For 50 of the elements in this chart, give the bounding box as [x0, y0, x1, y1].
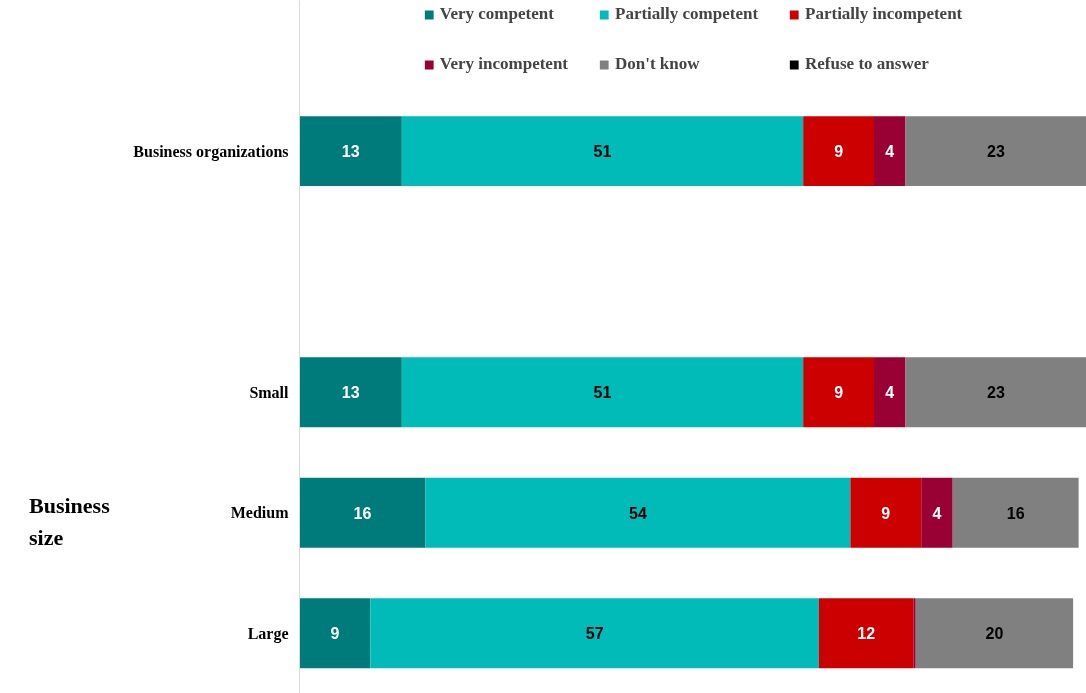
- bar: [299, 598, 371, 669]
- bar: [401, 116, 804, 187]
- y-tick-label: Business organizations: [133, 142, 289, 161]
- bar: [913, 598, 916, 669]
- data-label: 13: [341, 143, 360, 161]
- data-label: 4: [885, 384, 895, 402]
- data-label: 16: [1006, 504, 1025, 522]
- data-label: 9: [834, 384, 844, 402]
- data-label: 4: [885, 143, 895, 161]
- y-tick-label: Large: [247, 624, 289, 643]
- data-label: 9: [330, 625, 340, 643]
- legend-label: Partially incompetent: [805, 4, 963, 24]
- bar: [905, 357, 1086, 428]
- bar: [915, 598, 1074, 669]
- y-tick-label: Small: [249, 383, 290, 401]
- data-label: 54: [629, 504, 647, 522]
- bar: [299, 116, 402, 187]
- legend-label: Very incompetent: [439, 54, 568, 74]
- text: Business size: [29, 492, 111, 552]
- legend-label: Partially competent: [615, 4, 759, 24]
- data-label: 16: [353, 504, 372, 522]
- data-label: 23: [987, 384, 1005, 402]
- data-label: 4: [932, 504, 942, 522]
- bar: [803, 357, 875, 428]
- data-label: 51: [593, 384, 612, 402]
- bar: [921, 477, 953, 548]
- data-label: 57: [585, 625, 604, 643]
- y-tick-label: Medium: [230, 504, 290, 522]
- data-label: 9: [834, 143, 844, 161]
- data-label: 51: [593, 143, 612, 161]
- data-label: 20: [985, 625, 1004, 643]
- legend-label: Refuse to answer: [805, 54, 929, 74]
- bar: [401, 357, 804, 428]
- bar: [803, 116, 875, 187]
- data-label: 13: [341, 384, 360, 402]
- bar: [952, 477, 1079, 548]
- legend-label: Very competent: [439, 4, 554, 24]
- bar: [874, 357, 906, 428]
- data-label: 23: [987, 143, 1005, 161]
- bar: [370, 598, 819, 669]
- bar: [850, 477, 922, 548]
- data-label: 9: [881, 504, 891, 522]
- bar: [425, 477, 851, 548]
- bar: [905, 116, 1086, 187]
- bar: [299, 357, 402, 428]
- bar: [874, 116, 906, 187]
- bar: [818, 598, 914, 669]
- legend-label: Don't know: [615, 54, 700, 74]
- bar: [299, 477, 426, 548]
- data-label: 12: [857, 625, 876, 643]
